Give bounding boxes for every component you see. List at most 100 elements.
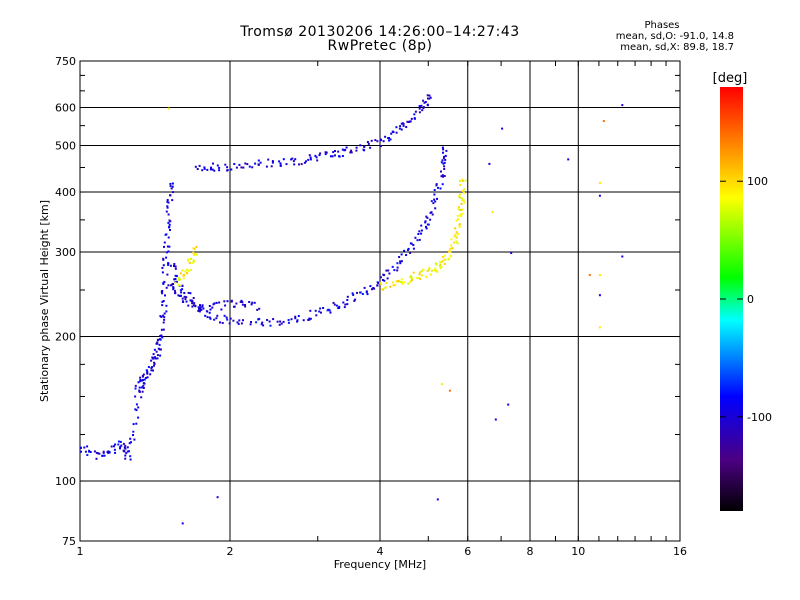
trace-point (142, 387, 145, 389)
trace-point (449, 250, 452, 253)
trace-point (314, 154, 317, 157)
trace-point (161, 300, 164, 303)
trace-point (102, 451, 105, 454)
trace-point (276, 320, 279, 323)
trace-point (185, 272, 188, 275)
trace-point (460, 178, 463, 181)
trace-point (178, 284, 181, 287)
trace-point (432, 202, 435, 205)
trace-point (192, 259, 195, 262)
trace-point (212, 162, 214, 165)
trace-point (294, 158, 297, 161)
trace-point (117, 440, 120, 443)
trace-point (459, 193, 461, 196)
trace-point (114, 451, 116, 454)
trace-point (213, 169, 216, 172)
trace-point (334, 154, 336, 157)
trace-point (410, 242, 413, 245)
trace-point (191, 302, 194, 305)
trace-point (428, 94, 431, 97)
trace-point (380, 139, 383, 142)
trace-point (409, 120, 412, 123)
trace-point (210, 166, 212, 169)
trace-point (388, 139, 390, 142)
trace-point (296, 319, 299, 322)
trace-point (166, 251, 168, 254)
trace-point (309, 317, 312, 320)
trace-point (216, 314, 219, 317)
trace-point (201, 304, 204, 307)
scatter-point (488, 162, 491, 165)
trace-point (146, 370, 149, 373)
trace-point (456, 242, 459, 245)
trace-point (248, 301, 251, 303)
trace-point (441, 174, 444, 177)
trace-point (400, 253, 403, 256)
trace-point (174, 292, 177, 295)
trace-point (117, 443, 120, 446)
trace-point (163, 245, 165, 248)
trace-point (152, 353, 155, 356)
trace-point (134, 395, 137, 398)
trace-point (454, 227, 457, 230)
trace-point (333, 303, 336, 306)
trace-point (258, 307, 261, 310)
trace-point (230, 299, 233, 302)
trace-point (181, 285, 184, 287)
trace-point (189, 292, 192, 295)
trace-point (144, 377, 147, 379)
trace-point (195, 246, 198, 248)
trace-point (278, 323, 281, 326)
trace-point (400, 278, 403, 281)
trace-point (461, 199, 463, 202)
trace-point (165, 310, 168, 313)
trace-point (425, 227, 428, 230)
trace-point (151, 356, 154, 359)
trace-point (175, 280, 178, 283)
trace-point (129, 458, 132, 461)
trace-point (455, 231, 458, 234)
trace-point (193, 302, 196, 305)
trace-point (171, 283, 173, 286)
trace-point (174, 281, 177, 284)
trace-point (458, 180, 461, 182)
trace-point (424, 221, 427, 224)
trace-point (167, 250, 170, 253)
trace-point (449, 247, 452, 250)
trace-point (177, 278, 180, 281)
trace-point (141, 390, 144, 393)
trace-point (307, 318, 310, 321)
trace-point (193, 253, 196, 256)
y-tick-label: 500 (55, 140, 76, 153)
trace-point (174, 267, 177, 270)
trace-point (187, 304, 190, 307)
trace-point (424, 220, 427, 223)
trace-point (194, 305, 197, 308)
trace-point (412, 271, 415, 274)
trace-point (129, 455, 132, 458)
phases-o-stats: mean, sd,O: -91.0, 14.8 (615, 31, 734, 42)
trace-point (219, 321, 221, 324)
trace-point (434, 200, 437, 203)
trace-point (221, 322, 224, 324)
trace-point (180, 294, 182, 297)
trace-point (199, 304, 201, 307)
trace-point (442, 148, 445, 151)
trace-point (137, 416, 140, 419)
trace-point (461, 190, 464, 192)
trace-point (280, 322, 283, 325)
trace-point (190, 300, 193, 302)
trace-point (119, 446, 122, 448)
x-tick-label: 8 (527, 545, 534, 558)
colorbar-ticks: -100 0 100 (720, 175, 772, 424)
trace-point (407, 282, 410, 285)
trace-point (444, 258, 447, 261)
trace-point (457, 218, 460, 221)
scatter-point (491, 211, 494, 214)
trace-point (194, 165, 197, 168)
trace-point (403, 249, 406, 252)
trace-point (235, 166, 238, 169)
trace-point (420, 274, 423, 277)
trace-point (135, 422, 138, 425)
trace-point (458, 223, 461, 226)
